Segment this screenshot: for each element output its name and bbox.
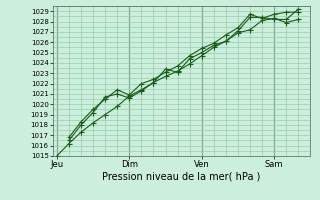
X-axis label: Pression niveau de la mer( hPa ): Pression niveau de la mer( hPa ) — [102, 172, 261, 182]
